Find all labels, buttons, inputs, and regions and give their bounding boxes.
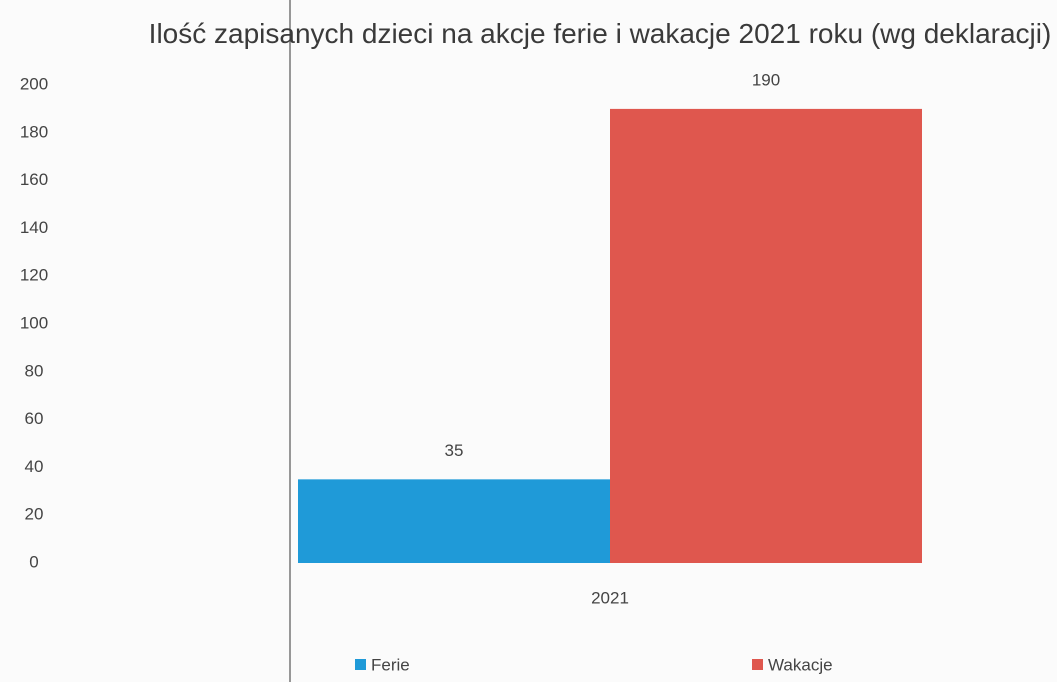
y-tick-label: 160 <box>20 170 48 189</box>
bar <box>610 108 922 564</box>
legend-label: Ferie <box>371 655 410 674</box>
y-tick-label: 40 <box>25 457 44 476</box>
data-label: 190 <box>752 70 780 89</box>
legend-swatch <box>355 659 366 670</box>
y-tick-label: 80 <box>25 361 44 380</box>
x-tick-label: 2021 <box>591 588 629 607</box>
y-tick-label: 120 <box>20 266 48 285</box>
legend-swatch <box>752 659 763 670</box>
y-tick-label: 200 <box>20 74 48 93</box>
y-tick-label: 60 <box>25 409 44 428</box>
y-tick-label: 140 <box>20 218 48 237</box>
bar <box>298 479 610 563</box>
y-tick-label: 100 <box>20 313 48 332</box>
legend-label: Wakacje <box>768 655 833 674</box>
y-tick-label: 180 <box>20 122 48 141</box>
data-label: 35 <box>445 441 464 460</box>
y-tick-label: 0 <box>29 552 38 571</box>
y-tick-label: 20 <box>25 505 44 524</box>
chart-title: Ilość zapisanych dzieci na akcje ferie i… <box>148 18 1052 49</box>
